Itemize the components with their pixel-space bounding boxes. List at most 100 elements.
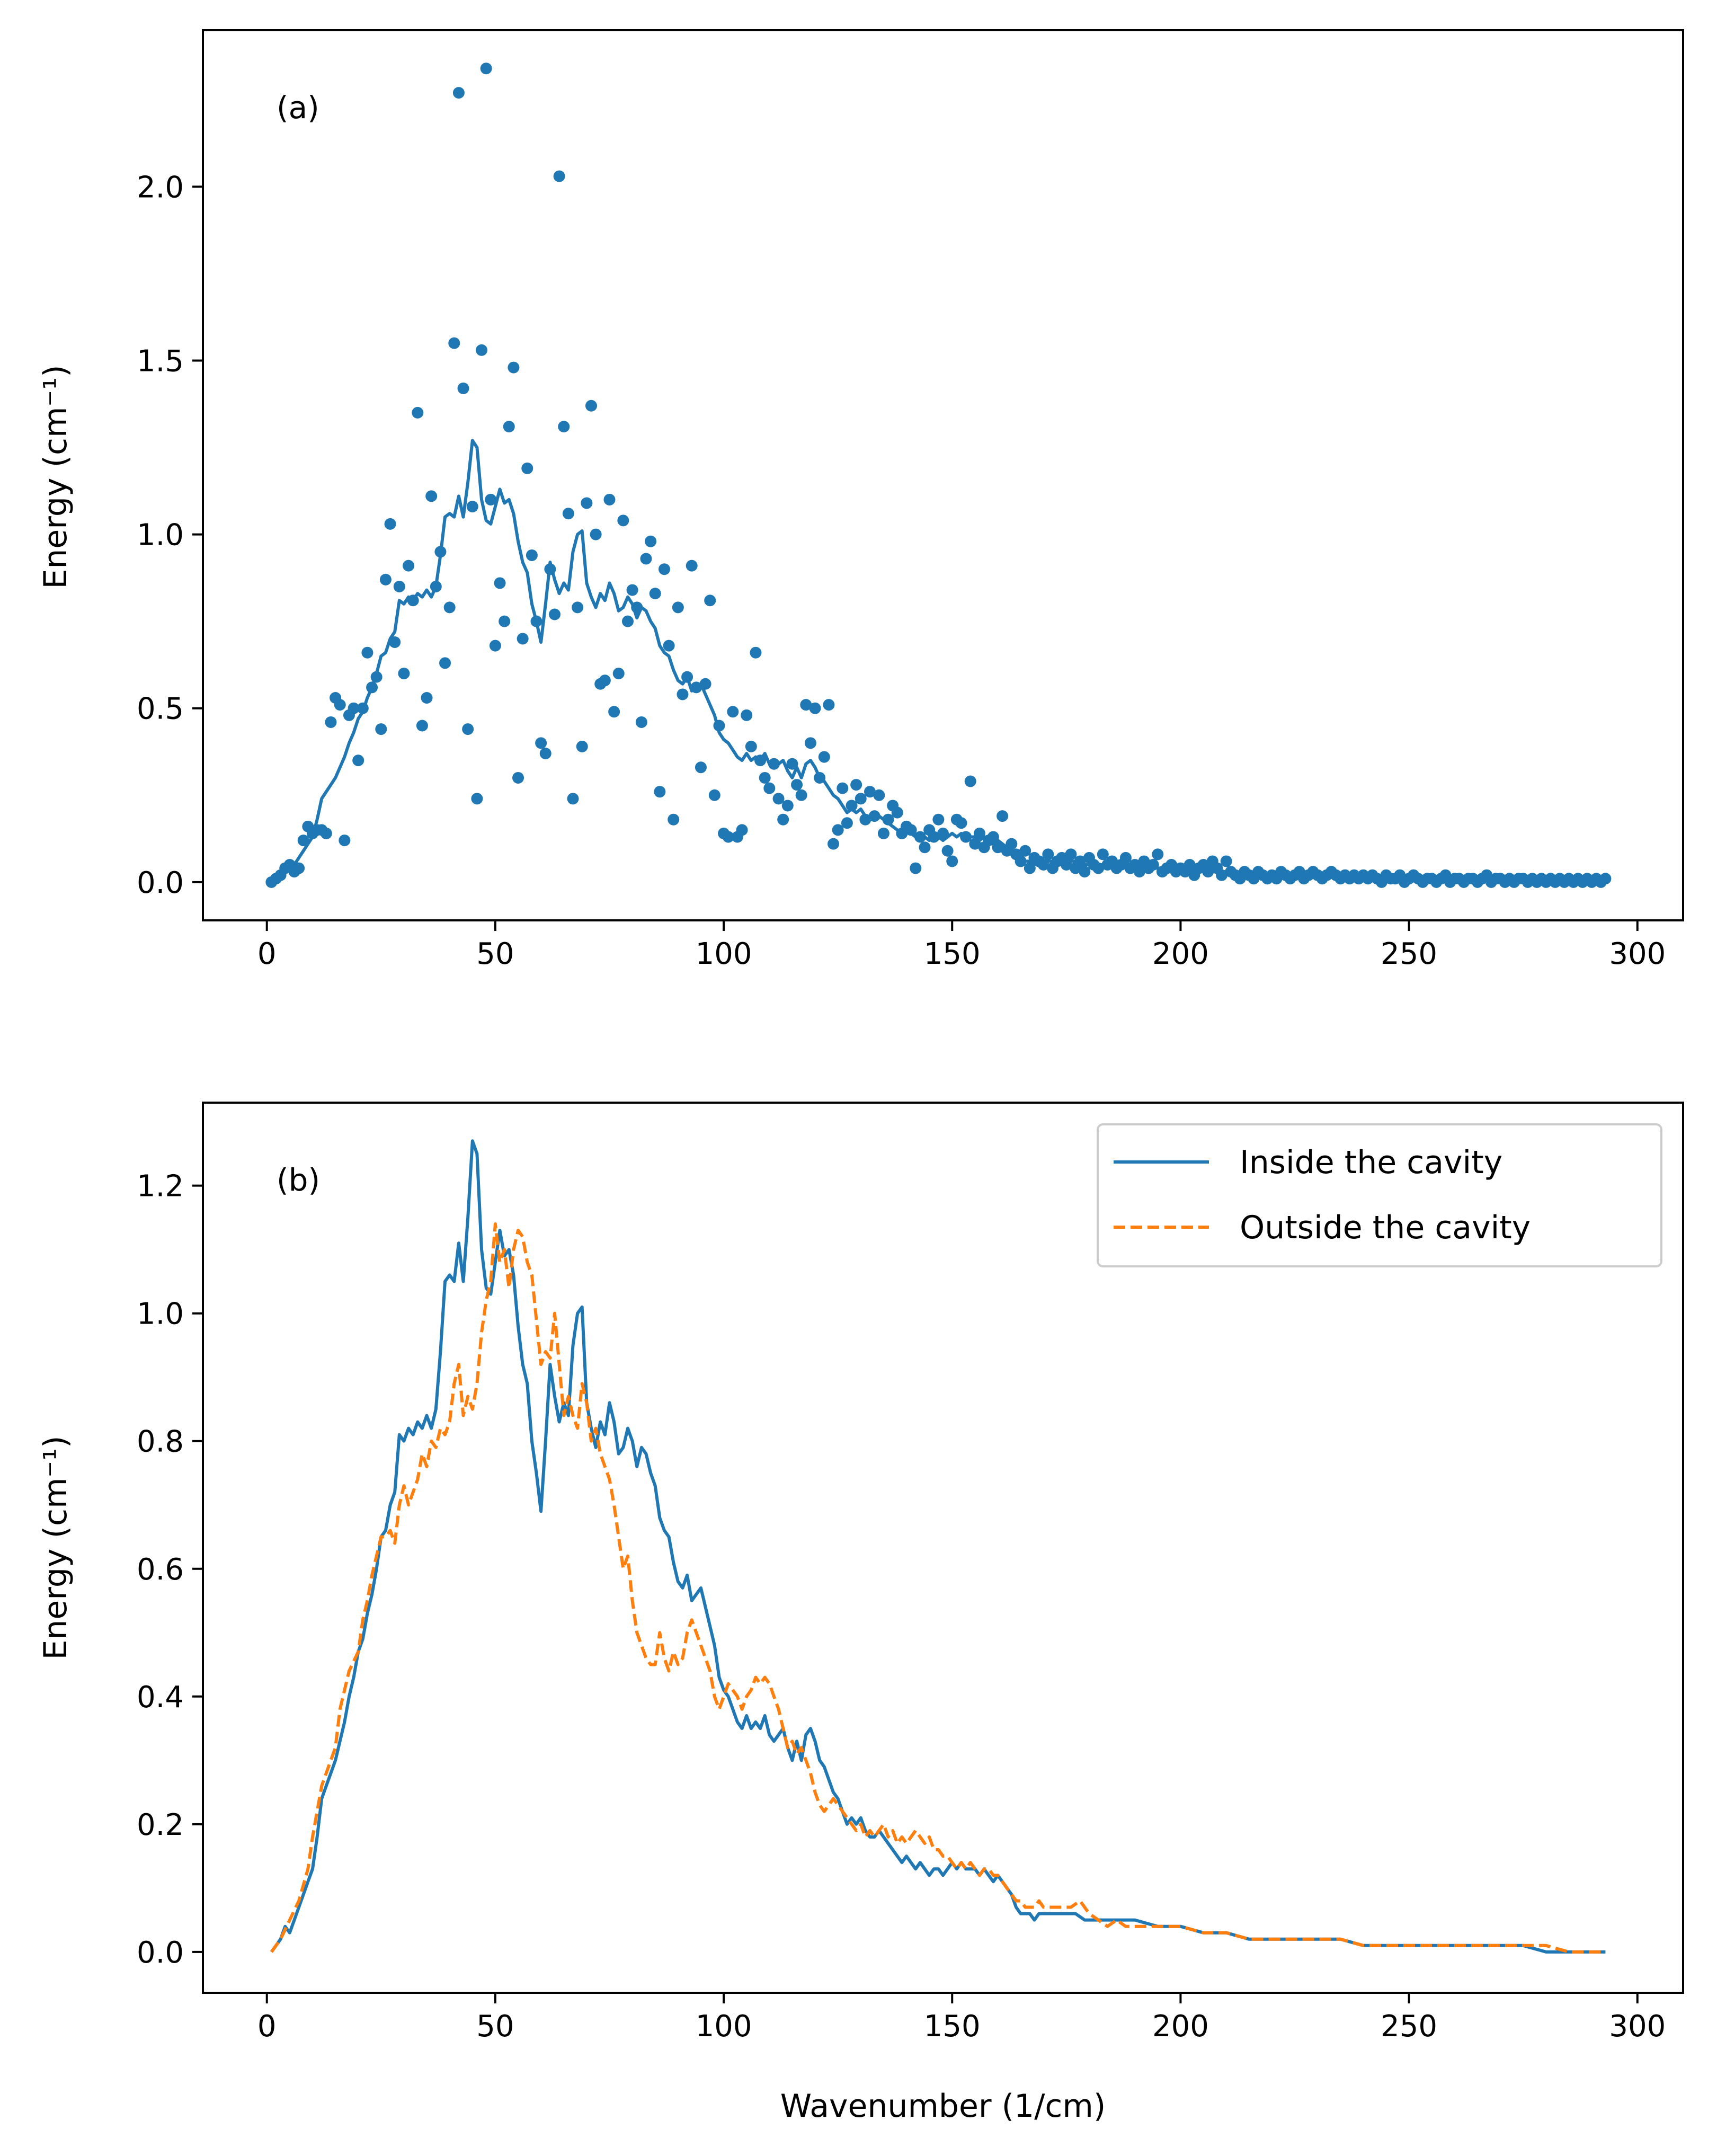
scatter-point	[297, 835, 309, 847]
scatter-point	[567, 793, 579, 805]
scatter-point	[489, 640, 501, 652]
panel-a-x-axis: 0 50 100 150 200 250 300	[257, 920, 1666, 971]
legend-label-outside: Outside the cavity	[1240, 1209, 1531, 1246]
scatter-point	[1079, 866, 1091, 878]
scatter-point	[535, 737, 547, 749]
scatter-point	[439, 657, 451, 669]
scatter-point	[352, 755, 364, 767]
x-tick-label: 150	[924, 2009, 981, 2044]
scatter-point	[562, 508, 574, 520]
scatter-point	[791, 779, 803, 791]
scatter-point	[850, 779, 862, 791]
scatter-point	[599, 675, 611, 687]
scatter-point	[645, 535, 657, 547]
x-tick-label: 300	[1609, 937, 1666, 971]
scatter-point	[549, 608, 561, 620]
scatter-point	[708, 789, 720, 801]
legend: Inside the cavity Outside the cavity	[1097, 1123, 1662, 1267]
scatter-point	[494, 577, 506, 589]
y-tick-label: 0.0	[137, 866, 184, 900]
panel-a-ylabel-text: Energy (cm⁻¹)	[37, 365, 74, 589]
scatter-point	[539, 748, 551, 759]
scatter-point	[1042, 848, 1054, 860]
panel-b-x-axis: 0 50 100 150 200 250 300	[257, 1993, 1666, 2044]
scatter-point	[361, 646, 373, 659]
scatter-point	[416, 720, 428, 732]
scatter-point	[553, 170, 565, 182]
y-tick-label: 0.5	[137, 692, 184, 726]
scatter-point	[809, 702, 821, 714]
panel-a: 0 50 100 150 200 250 300 0.0 0.5 1.0 1.5 2.0 (a) E…	[37, 29, 1684, 971]
scatter-point	[846, 800, 858, 812]
x-tick-label: 0	[257, 2009, 277, 2044]
x-tick-label: 50	[476, 2009, 514, 2044]
panel-a-label: (a)	[277, 90, 319, 126]
panel-b-frame	[202, 1102, 1684, 1994]
scatter-point	[320, 827, 332, 839]
scatter-point	[581, 497, 593, 509]
scatter-point	[499, 615, 511, 627]
scatter-point	[786, 758, 798, 770]
scatter-point	[457, 382, 469, 394]
scatter-point	[727, 706, 739, 718]
scatter-point	[339, 835, 351, 847]
series-line-inside	[270, 1139, 1606, 1954]
scatter-point	[393, 581, 405, 592]
x-tick-label: 200	[1152, 937, 1209, 971]
scatter-point	[384, 518, 396, 530]
scatter-point	[421, 692, 433, 704]
scatter-point	[750, 646, 762, 659]
scatter-point	[877, 827, 889, 839]
scatter-point	[448, 337, 460, 349]
scatter-point	[626, 584, 638, 596]
scatter-point	[617, 514, 629, 527]
y-tick-label: 0.2	[137, 1808, 184, 1842]
scatter-point	[695, 761, 707, 774]
y-tick-label: 0.6	[137, 1552, 184, 1587]
y-tick-label: 1.0	[137, 518, 184, 553]
panel-a-data	[265, 63, 1612, 888]
x-tick-label: 300	[1609, 2009, 1666, 2044]
legend-label-inside: Inside the cavity	[1240, 1144, 1502, 1181]
scatter-point	[919, 841, 931, 854]
scatter-point	[722, 831, 734, 843]
scatter-point	[941, 845, 954, 857]
scatter-point	[828, 838, 840, 850]
y-tick-label: 0.8	[137, 1425, 184, 1459]
series-line-outside	[270, 1222, 1606, 1954]
x-tick-label: 100	[696, 937, 752, 971]
scatter-point	[955, 817, 967, 829]
scatter-point	[672, 601, 684, 614]
scatter-point	[325, 716, 337, 728]
y-tick-label: 1.2	[137, 1169, 184, 1204]
scatter-point	[293, 862, 305, 874]
scatter-point	[1019, 845, 1031, 857]
y-tick-label: 0.4	[137, 1680, 184, 1715]
scatter-point	[837, 782, 849, 794]
scatter-point	[823, 699, 835, 711]
scatter-point	[997, 810, 1009, 822]
scatter-point	[379, 573, 392, 585]
scatter-point	[873, 789, 885, 801]
panel-b-ylabel: Energy (cm⁻¹)	[37, 1435, 74, 1660]
scatter-point	[1065, 848, 1077, 860]
scatter-point	[658, 563, 670, 575]
scatter-point	[841, 817, 853, 829]
scatter-point	[476, 344, 488, 356]
scatter-point	[375, 723, 387, 735]
scatter-point	[389, 636, 401, 648]
scatter-point	[1220, 855, 1232, 867]
scatter-point	[398, 668, 410, 680]
scatter-point	[608, 706, 620, 718]
scatter-point	[512, 771, 524, 784]
x-tick-label: 50	[476, 937, 514, 971]
scatter-point	[480, 63, 492, 75]
x-tick-label: 100	[696, 2009, 752, 2044]
scatter-point	[466, 501, 478, 513]
scatter-point	[864, 786, 876, 798]
scatter-point	[736, 824, 748, 836]
scatter-point	[910, 862, 922, 874]
panel-a-ylabel: Energy (cm⁻¹)	[37, 365, 74, 589]
scatter-point	[334, 699, 346, 711]
